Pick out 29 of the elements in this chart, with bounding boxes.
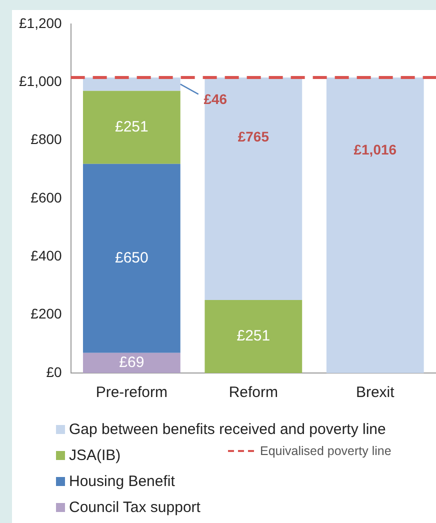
data-label: £46 — [204, 91, 228, 108]
data-label: £765 — [238, 128, 270, 144]
y-tick-label: £800 — [30, 131, 62, 148]
x-tick-label: Pre-reform — [96, 384, 168, 402]
y-tick-label: £0 — [46, 364, 62, 380]
x-tick-label: Reform — [228, 384, 278, 402]
bar — [82, 164, 180, 353]
y-tick-label: £600 — [30, 189, 62, 206]
legend-label: Equivalised poverty line — [260, 444, 392, 458]
legend-label: Gap between benefits received and poverty line — [69, 420, 386, 438]
data-label: £251 — [114, 118, 148, 136]
bar — [82, 352, 180, 373]
data-label: £1,016 — [354, 142, 397, 158]
bar — [82, 78, 180, 91]
legend-label: Council Tax support — [69, 498, 200, 516]
bar — [204, 78, 302, 300]
data-label: £650 — [114, 250, 148, 267]
y-tick-label: £1,200 — [18, 14, 62, 31]
legend-label: JSA(IB) — [69, 446, 121, 464]
bar — [204, 300, 302, 373]
data-label: £251 — [236, 328, 270, 345]
y-tick-label: £400 — [30, 248, 62, 264]
bar — [82, 90, 180, 164]
bar — [326, 78, 424, 373]
legend-label: Housing Benefit — [69, 472, 175, 490]
x-tick-label: Brexit — [356, 384, 396, 402]
y-tick-label: £1,000 — [18, 73, 62, 90]
y-tick-label: £200 — [30, 306, 62, 322]
data-label: £69 — [119, 354, 144, 372]
